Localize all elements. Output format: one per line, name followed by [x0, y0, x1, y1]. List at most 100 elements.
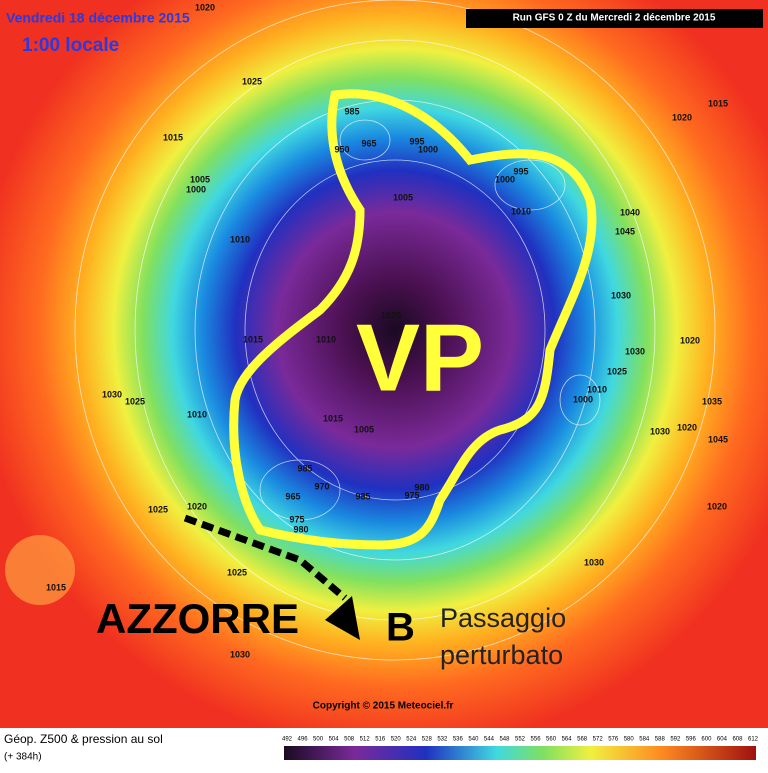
- date: Vendredi 18 décembre 2015: [6, 10, 190, 26]
- passage-label: Passaggio: [440, 603, 566, 633]
- scale-label: 544: [484, 737, 495, 743]
- field-blob: [5, 535, 75, 605]
- isobar-label: 1000: [573, 394, 593, 404]
- scale-label: 492: [282, 737, 293, 743]
- scale-label: 608: [732, 737, 743, 743]
- isobar-label: 1025: [148, 504, 168, 514]
- scale-label: 512: [360, 737, 371, 743]
- scale-label: 524: [406, 737, 417, 743]
- isobar-label: 1045: [615, 226, 635, 236]
- scale-label: 504: [329, 737, 340, 743]
- isobar-label: 995: [409, 136, 424, 146]
- isobar-label: 950: [334, 144, 349, 154]
- scale-label: 548: [499, 737, 510, 743]
- track: [183, 514, 348, 601]
- isobar-label: 975: [289, 514, 304, 524]
- scale-label: 576: [608, 737, 619, 743]
- isobar-label: 970: [314, 481, 329, 491]
- scale-label: 508: [344, 737, 355, 743]
- run: Run GFS 0 Z du Mercredi 2 décembre 2015: [513, 13, 716, 24]
- isobar-label: 1020: [677, 422, 697, 432]
- isobar-label: 980: [293, 524, 308, 534]
- scale-label: 520: [391, 737, 402, 743]
- isobar-label: 1015: [323, 413, 343, 423]
- isobar-label: 1015: [46, 582, 66, 592]
- isobar-label: 1030: [611, 290, 631, 300]
- scale-label: 564: [562, 737, 573, 743]
- scale-label: 572: [593, 737, 604, 743]
- isobar-label: 1045: [708, 434, 728, 444]
- isobar-label: 975: [404, 490, 419, 500]
- isobar-label: 1025: [125, 396, 145, 406]
- isobar-label: 985: [297, 463, 312, 473]
- isobar-label: 1015: [163, 132, 183, 142]
- isobar-label: 1020: [680, 335, 700, 345]
- isobar-label: 1015: [708, 98, 728, 108]
- scale-label: 588: [655, 737, 666, 743]
- scale-label: 528: [422, 737, 433, 743]
- scale-label: 536: [453, 737, 464, 743]
- isobar-label: 1005: [354, 424, 374, 434]
- isobar-label: 1030: [625, 346, 645, 356]
- isobar-label: 1010: [511, 206, 531, 216]
- arrow: [325, 596, 360, 640]
- isobar-label: 980: [414, 482, 429, 492]
- isobar-label: 1000: [186, 184, 206, 194]
- field: [0, 0, 768, 728]
- isobar-label: 1030: [650, 426, 670, 436]
- isobar-label: 1030: [102, 389, 122, 399]
- isobar-label: 1010: [587, 384, 607, 394]
- isobar-label: 1000: [495, 174, 515, 184]
- scale-label: 592: [670, 737, 681, 743]
- scale-label: 560: [546, 737, 557, 743]
- isobar-label: 1005: [190, 174, 210, 184]
- run-box: [466, 9, 763, 28]
- isobar-label: 1020: [672, 112, 692, 122]
- scale-label: 500: [313, 737, 324, 743]
- scale-label: 540: [468, 737, 479, 743]
- isobar-label: 995: [513, 166, 528, 176]
- scale-label: 596: [686, 737, 697, 743]
- scale-label: 532: [437, 737, 448, 743]
- copyright: Copyright © 2015 Meteociel.fr: [313, 701, 454, 712]
- isobar-label: 965: [361, 138, 376, 148]
- isobar-label: 1025: [607, 366, 627, 376]
- scale-label: 584: [639, 737, 650, 743]
- isobar-label: 1020: [187, 501, 207, 511]
- isobar-label: 1000: [418, 144, 438, 154]
- isobar-label: 1025: [227, 567, 247, 577]
- scale-label: 516: [375, 737, 386, 743]
- isobar-label: 965: [285, 491, 300, 501]
- isobar-label: 1030: [584, 557, 604, 567]
- isobar-label: 1010: [187, 409, 207, 419]
- isobar-label: 1020: [195, 2, 215, 12]
- scale-label: 612: [748, 737, 759, 743]
- isobar-label: 1030: [230, 649, 250, 659]
- scale-label: 580: [624, 737, 635, 743]
- isobar-label: 1025: [242, 76, 262, 86]
- isobar-label: 1005: [393, 192, 413, 202]
- isobar-label: 1015: [243, 334, 263, 344]
- scale-label: 604: [717, 737, 728, 743]
- isobars: [74, 0, 716, 661]
- isobar-label: 1010: [230, 234, 250, 244]
- isobar-label: 1025: [381, 310, 401, 320]
- scale-label: 556: [531, 737, 542, 743]
- scale-label: 600: [701, 737, 712, 743]
- isobar-label: 985: [355, 491, 370, 501]
- legend-title: Géop. Z500 & pression au sol: [4, 732, 163, 746]
- isobar-label: 1020: [707, 501, 727, 511]
- isobar-label: 1040: [620, 207, 640, 217]
- scale-label: 568: [577, 737, 588, 743]
- isobar-label: 1035: [702, 396, 722, 406]
- azores-label: AZZORRE: [96, 595, 299, 642]
- low-label: B: [386, 606, 415, 650]
- colorbar: [284, 746, 756, 760]
- isobar-label: 1010: [316, 334, 336, 344]
- scale-label: 496: [298, 737, 309, 743]
- scale-label: 552: [515, 737, 526, 743]
- passage-label: perturbato: [440, 640, 563, 670]
- legend-lead: (+ 384h): [4, 752, 42, 763]
- vortex-label: VP: [356, 304, 484, 411]
